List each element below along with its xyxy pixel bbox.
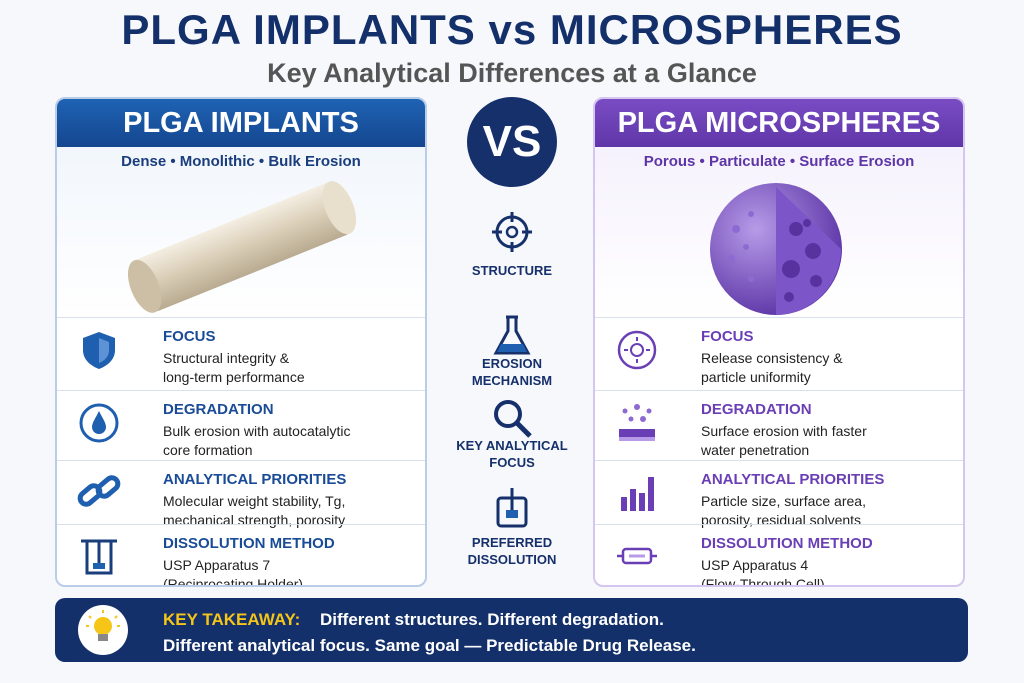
center-label: EROSION (482, 356, 542, 371)
center-icon (496, 488, 528, 528)
row-icon (621, 477, 654, 511)
row-heading: ANALYTICAL PRIORITIES (701, 471, 885, 488)
row-heading: ANALYTICAL PRIORITIES (163, 471, 347, 488)
center-label: PREFERRED (471, 535, 553, 550)
row-text: Release consistency & (701, 350, 843, 366)
row-heading: FOCUS (701, 328, 754, 345)
info-row: DEGRADATION Surface erosion with faster wa… (595, 390, 963, 461)
center-icon (494, 400, 532, 438)
title: PLGA IMPLANTS vs MICROSPHERES (121, 6, 903, 53)
row-heading: DISSOLUTION METHOD (163, 535, 335, 552)
bulb-icon (78, 605, 128, 655)
row-text: (Flow-Through Cell) (701, 576, 825, 587)
center-label: FOCUS (489, 455, 535, 470)
row-text: (Reciprocating Holder) (163, 576, 304, 587)
row-icon (617, 330, 657, 370)
row-text: Bulk erosion with autocatalytic (163, 423, 351, 439)
panel-title: PLGA MICROSPHERES (595, 99, 963, 147)
info-row: ANALYTICAL PRIORITIES Particle size, surf… (595, 460, 963, 528)
microsphere-image (710, 183, 842, 315)
row-text: water penetration (701, 442, 810, 458)
center-label: KEY ANALYTICAL (456, 438, 568, 453)
row-heading: DEGRADATION (163, 401, 274, 418)
row-icon (83, 332, 115, 369)
row-icon (77, 475, 121, 507)
row-heading: DEGRADATION (701, 401, 812, 418)
row-heading: FOCUS (163, 328, 216, 345)
row-text: USP Apparatus 4 (701, 557, 809, 573)
vs-badge: VS (467, 97, 557, 187)
row-text: Surface erosion with faster (701, 423, 867, 439)
info-row: DEGRADATION Bulk erosion with autocatalyt… (57, 390, 425, 461)
row-text: long-term performance (163, 369, 305, 385)
microspheres-panel: PLGA MICROSPHERES Porous • Particulate •… (593, 97, 965, 587)
center-label: DISSOLUTION (467, 552, 557, 567)
row-text: particle uniformity (701, 369, 811, 385)
info-row: DISSOLUTION METHOD USP Apparatus 7 (Recipr… (57, 524, 425, 587)
info-row: FOCUS Structural integrity & long-term per… (57, 317, 425, 391)
panel-title: PLGA IMPLANTS (57, 99, 425, 147)
takeaway-label: KEY TAKEAWAY: (163, 610, 301, 629)
row-text: Structural integrity & (163, 350, 290, 366)
row-icon (81, 539, 117, 575)
panel-tagline: Dense • Monolithic • Bulk Erosion (121, 153, 361, 170)
panel-tagline: Porous • Particulate • Surface Erosion (643, 153, 915, 170)
info-row: DISSOLUTION METHOD USP Apparatus 4 (Flow-T… (595, 524, 963, 587)
center-label: STRUCTURE (471, 263, 553, 278)
info-row: ANALYTICAL PRIORITIES Molecular weight st… (57, 460, 425, 528)
row-text: Molecular weight stability, Tg, (163, 493, 346, 509)
takeaway-banner: KEY TAKEAWAY: Different structures. Diff… (55, 598, 968, 662)
center-icon (493, 315, 531, 355)
row-icon (617, 547, 657, 565)
row-heading: DISSOLUTION METHOD (701, 535, 873, 552)
row-icon (79, 403, 119, 443)
center-label: MECHANISM (471, 373, 553, 388)
implant-image (127, 181, 357, 313)
implants-panel: PLGA IMPLANTS Dense • Monolithic • Bulk … (55, 97, 427, 587)
takeaway-text: Different analytical focus. Same goal — … (163, 636, 696, 655)
subtitle: Key Analytical Differences at a Glance (267, 58, 757, 88)
center-icon (492, 212, 532, 252)
row-text: core formation (163, 442, 253, 458)
info-row: FOCUS Release consistency & particle unifo… (595, 317, 963, 391)
row-text: Particle size, surface area, (701, 493, 866, 509)
row-text: USP Apparatus 7 (163, 557, 271, 573)
row-icon (619, 404, 655, 441)
takeaway-text: Different structures. Different degradat… (320, 610, 664, 629)
